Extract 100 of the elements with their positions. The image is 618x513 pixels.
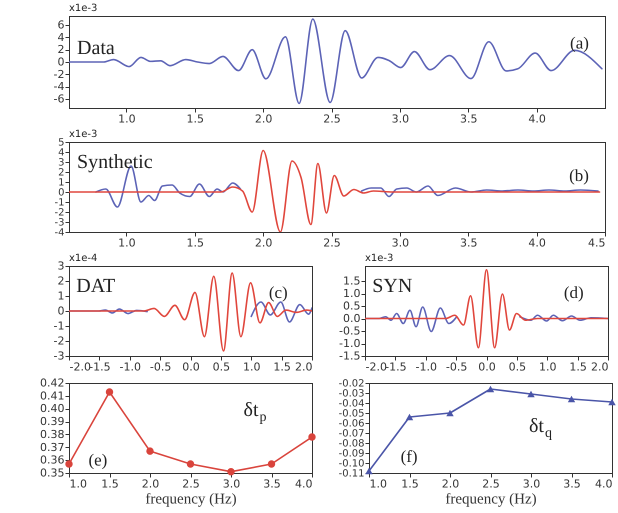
- y-tick-label: -4: [54, 80, 64, 94]
- y-tick-label: -1.5: [339, 350, 360, 362]
- x-tick-label: 2.5: [182, 478, 200, 490]
- y-tick-label: -4: [54, 228, 64, 238]
- x-tick-label: 1.5: [401, 478, 419, 490]
- x-tick-label: 0.5: [508, 360, 526, 374]
- x-tick-label: 1.5: [186, 112, 204, 126]
- x-tick-label: 2.0: [295, 360, 312, 374]
- y-tick-label: 0: [58, 188, 64, 198]
- annotation: DAT: [76, 274, 116, 297]
- y-tick-label: 3: [58, 260, 64, 272]
- y-tick-label: -1: [54, 320, 64, 332]
- x-tick-label: 2.5: [323, 112, 341, 126]
- y-tick-label: -3: [54, 350, 64, 362]
- x-tick-label: 3.0: [392, 236, 410, 250]
- y-tick-label: -0.09: [338, 448, 364, 460]
- y-tick-label: -0.02: [338, 378, 364, 390]
- y-tick-label: -1.0: [339, 337, 360, 350]
- x-tick-label: 4.5: [588, 236, 606, 250]
- y-tick-label: -0.07: [338, 428, 364, 440]
- annotation: (a): [570, 34, 589, 53]
- annotation: SYN: [372, 274, 412, 297]
- y-tick-label: -2: [54, 334, 64, 348]
- y-tick-label: 0.39: [40, 415, 64, 428]
- y-tick-label: 0.41: [40, 389, 64, 402]
- x-tick-label: 2.0: [591, 360, 608, 374]
- y-tick-label: 0.38: [40, 428, 64, 441]
- y-tick-label: -0.05: [338, 408, 364, 420]
- x-tick-label: 2.0: [254, 112, 272, 126]
- annotation: (b): [569, 166, 589, 186]
- y-tick-label: 4: [58, 30, 64, 44]
- x-axis-title: frequency (Hz): [445, 492, 537, 508]
- y-tick-label: -2: [54, 68, 64, 81]
- y-tick-label: 0.36: [40, 454, 64, 467]
- x-tick-label: 3.5: [460, 112, 478, 126]
- x-tick-label: -1.5: [385, 360, 407, 374]
- line-series: [69, 150, 600, 232]
- y-tick-label: 0.35: [40, 466, 64, 480]
- line-series: [69, 18, 603, 104]
- y-tick-label: 0.5: [343, 300, 360, 312]
- x-tick-label: 3.5: [563, 478, 581, 490]
- x-tick-label: -2.0: [366, 360, 387, 374]
- y-tick-label: 1: [58, 290, 64, 302]
- y-tick-label: 5: [58, 138, 64, 148]
- line-series: [69, 272, 312, 352]
- x-tick-label: 2.0: [254, 236, 272, 250]
- x-tick-label: 1.5: [273, 360, 291, 374]
- x-tick-label: 1.5: [186, 236, 204, 250]
- line-series: [365, 268, 608, 349]
- x-tick-label: -1.0: [416, 360, 437, 374]
- text: x1e-3: [365, 253, 394, 264]
- y-tick-label: 3: [58, 158, 64, 168]
- x-tick-label: 1.0: [539, 360, 556, 374]
- x-tick-label: 2.5: [482, 478, 500, 490]
- y-tick-label: -0.03: [338, 388, 364, 400]
- y-tick-label: -0.11: [338, 468, 364, 480]
- x-tick-label: 3.0: [392, 112, 410, 126]
- text: x1e-4: [69, 253, 98, 264]
- x-axis-title: frequency (Hz): [145, 492, 237, 508]
- x-tick-label: 0.5: [212, 360, 230, 374]
- x-tick-label: 0.0: [478, 360, 496, 374]
- x-tick-label: 1.5: [101, 478, 119, 490]
- y-tick-label: 1.0: [343, 287, 360, 300]
- x-tick-label: 0.0: [182, 360, 200, 374]
- x-tick-label: 1.0: [118, 236, 136, 250]
- annotation: (d): [564, 283, 584, 302]
- y-tick-label: 0: [58, 304, 64, 318]
- x-tick-label: 4.0: [295, 478, 312, 490]
- x-tick-label: 3.0: [522, 478, 540, 490]
- text: x1e-3: [69, 129, 98, 140]
- x-tick-label: 3.0: [222, 478, 240, 490]
- x-tick-label: 1.0: [118, 112, 136, 126]
- y-tick-label: -0.10: [338, 458, 364, 470]
- x-tick-label: 4.0: [528, 236, 546, 250]
- y-tick-label: -6: [54, 92, 64, 106]
- x-tick-label: 2.0: [142, 478, 160, 490]
- x-tick-label: -2.0: [70, 360, 91, 374]
- y-tick-label: -1: [54, 198, 64, 208]
- y-tick-label: 2: [58, 168, 64, 178]
- annotation: (f): [400, 446, 418, 466]
- y-tick-label: 4: [58, 148, 64, 158]
- y-tick-label: 6: [58, 18, 64, 32]
- text: x1e-3: [69, 3, 98, 14]
- annotation: (c): [268, 283, 288, 302]
- annotation: (e): [88, 450, 108, 470]
- annotation: Data: [77, 37, 115, 60]
- y-tick-label: -0.04: [338, 398, 364, 410]
- y-tick-label: -3: [54, 218, 64, 228]
- y-tick-label: -0.08: [338, 438, 364, 450]
- x-tick-label: 2.5: [323, 236, 341, 250]
- y-tick-label: 0.0: [343, 312, 360, 325]
- x-tick-label: 4.0: [595, 478, 612, 490]
- y-tick-label: 0: [58, 56, 64, 68]
- x-tick-label: -0.5: [150, 360, 172, 374]
- y-tick-label: 1: [58, 178, 64, 188]
- x-tick-label: -1.0: [120, 360, 141, 374]
- x-tick-label: 2.0: [442, 478, 460, 490]
- y-tick-label: -0.06: [338, 418, 364, 430]
- y-tick-label: 1.5: [343, 274, 360, 288]
- x-tick-label: 3.5: [263, 478, 281, 490]
